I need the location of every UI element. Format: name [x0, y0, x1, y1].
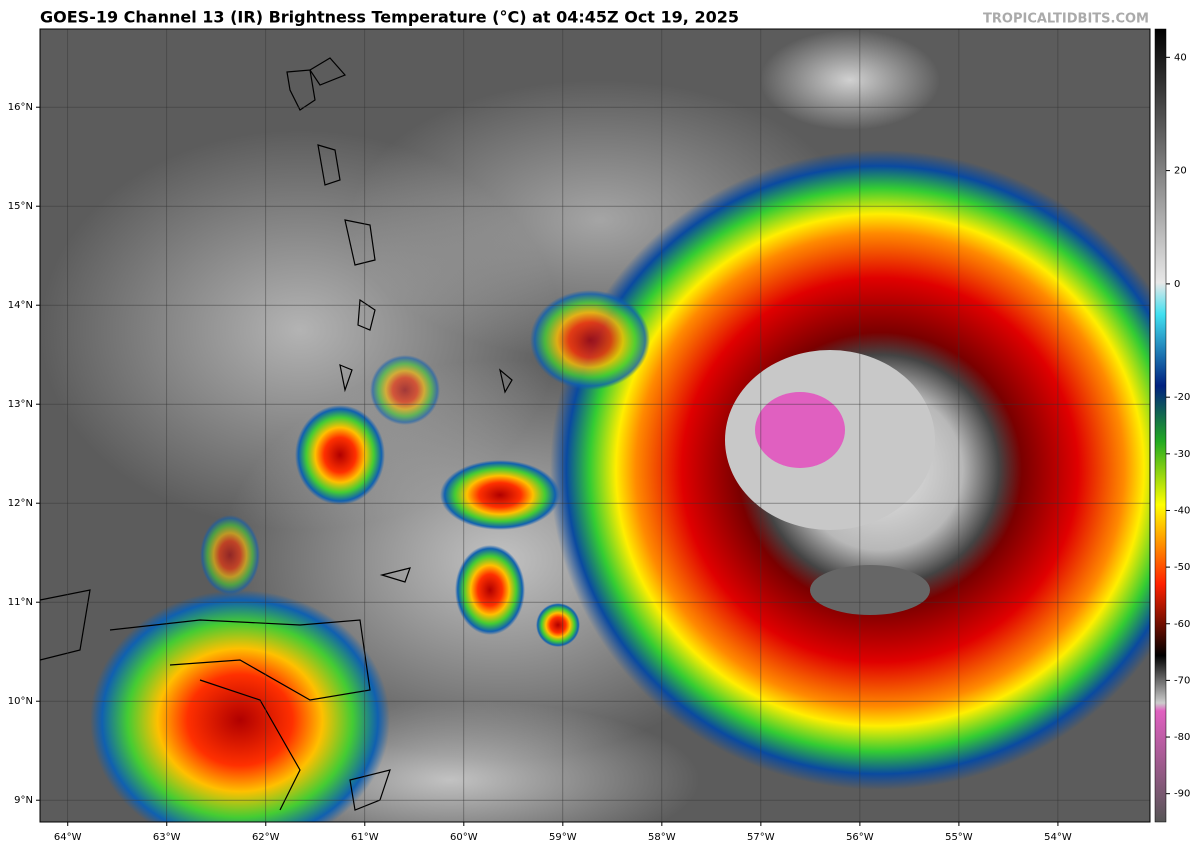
- colorbar-tick-label: -40: [1174, 505, 1190, 516]
- colorbar-tick-label: 0: [1174, 279, 1180, 290]
- map-frame: [39, 28, 1151, 823]
- colorbar-tick-label: -60: [1174, 619, 1190, 630]
- colorbar: [1154, 28, 1167, 823]
- x-tick-label: 64°W: [54, 832, 82, 843]
- imagery: [40, 29, 1150, 822]
- y-tick-label: 11°N: [8, 597, 33, 608]
- site-name: TROPICALTIDBITS.COM: [983, 12, 1149, 27]
- colorbar-tick-label: -80: [1174, 732, 1190, 743]
- x-tick-label: 60°W: [450, 832, 478, 843]
- x-tick-label: 57°W: [747, 832, 775, 843]
- y-tick-label: 14°N: [8, 300, 33, 311]
- y-tick-label: 12°N: [8, 498, 33, 509]
- colorbar-tick-label: -20: [1174, 392, 1190, 403]
- x-tick-label: 62°W: [252, 832, 280, 843]
- x-tick-label: 59°W: [549, 832, 577, 843]
- y-tick-label: 10°N: [8, 696, 33, 707]
- x-tick-label: 54°W: [1044, 832, 1072, 843]
- colorbar-tick-label: 40: [1174, 52, 1187, 63]
- x-tick-label: 55°W: [945, 832, 973, 843]
- y-tick-label: 16°N: [8, 102, 33, 113]
- colorbar-tick-label: -90: [1174, 789, 1190, 800]
- x-tick-label: 63°W: [153, 832, 181, 843]
- colorbar-tick-label: 20: [1174, 166, 1187, 177]
- x-tick-label: 56°W: [846, 832, 874, 843]
- y-tick-label: 9°N: [14, 795, 33, 806]
- colorbar-tick-label: -50: [1174, 562, 1190, 573]
- colorbar-tick-label: -70: [1174, 675, 1190, 686]
- y-tick-label: 15°N: [8, 201, 33, 212]
- title: GOES-19 Channel 13 (IR) Brightness Tempe…: [40, 8, 739, 27]
- y-tick-label: 13°N: [8, 399, 33, 410]
- colorbar-tick-label: -30: [1174, 449, 1190, 460]
- x-tick-label: 61°W: [351, 832, 379, 843]
- x-tick-label: 58°W: [648, 832, 676, 843]
- grid: [40, 29, 1150, 822]
